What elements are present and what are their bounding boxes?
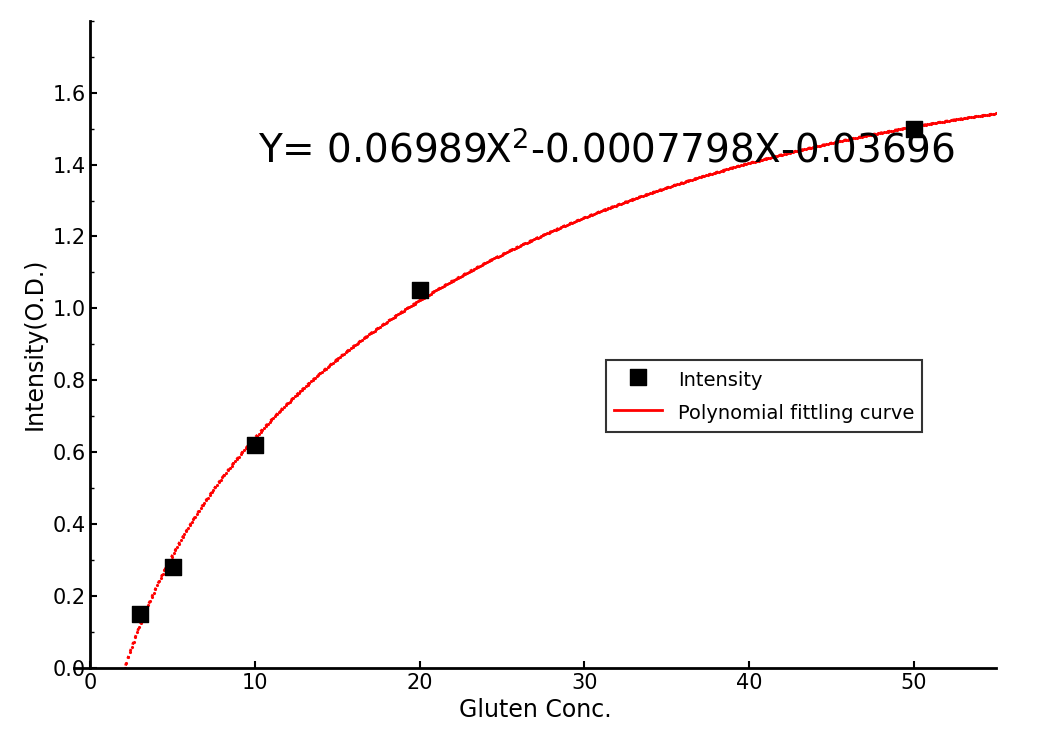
Intensity	[906, 123, 923, 134]
Polynomial fittling curve	[515, 241, 528, 250]
Intensity	[247, 439, 263, 451]
Intensity	[164, 561, 181, 573]
Legend: Intensity, Polynomial fittling curve: Intensity, Polynomial fittling curve	[606, 360, 922, 432]
Polynomial fittling curve	[574, 215, 587, 224]
X-axis label: Gluten Conc.: Gluten Conc.	[459, 698, 612, 722]
Y-axis label: Intensity(O.D.): Intensity(O.D.)	[22, 258, 47, 430]
Intensity	[131, 608, 148, 620]
Text: Y= 0.06989X$^2$-0.0007798X-0.03696: Y= 0.06989X$^2$-0.0007798X-0.03696	[258, 130, 955, 170]
Polynomial fittling curve	[624, 196, 637, 205]
Line: Polynomial fittling curve: Polynomial fittling curve	[92, 114, 997, 743]
Polynomial fittling curve	[990, 109, 1003, 118]
Polynomial fittling curve	[826, 138, 839, 147]
Intensity	[412, 285, 428, 296]
Polynomial fittling curve	[968, 112, 981, 121]
Polynomial fittling curve	[521, 238, 533, 247]
